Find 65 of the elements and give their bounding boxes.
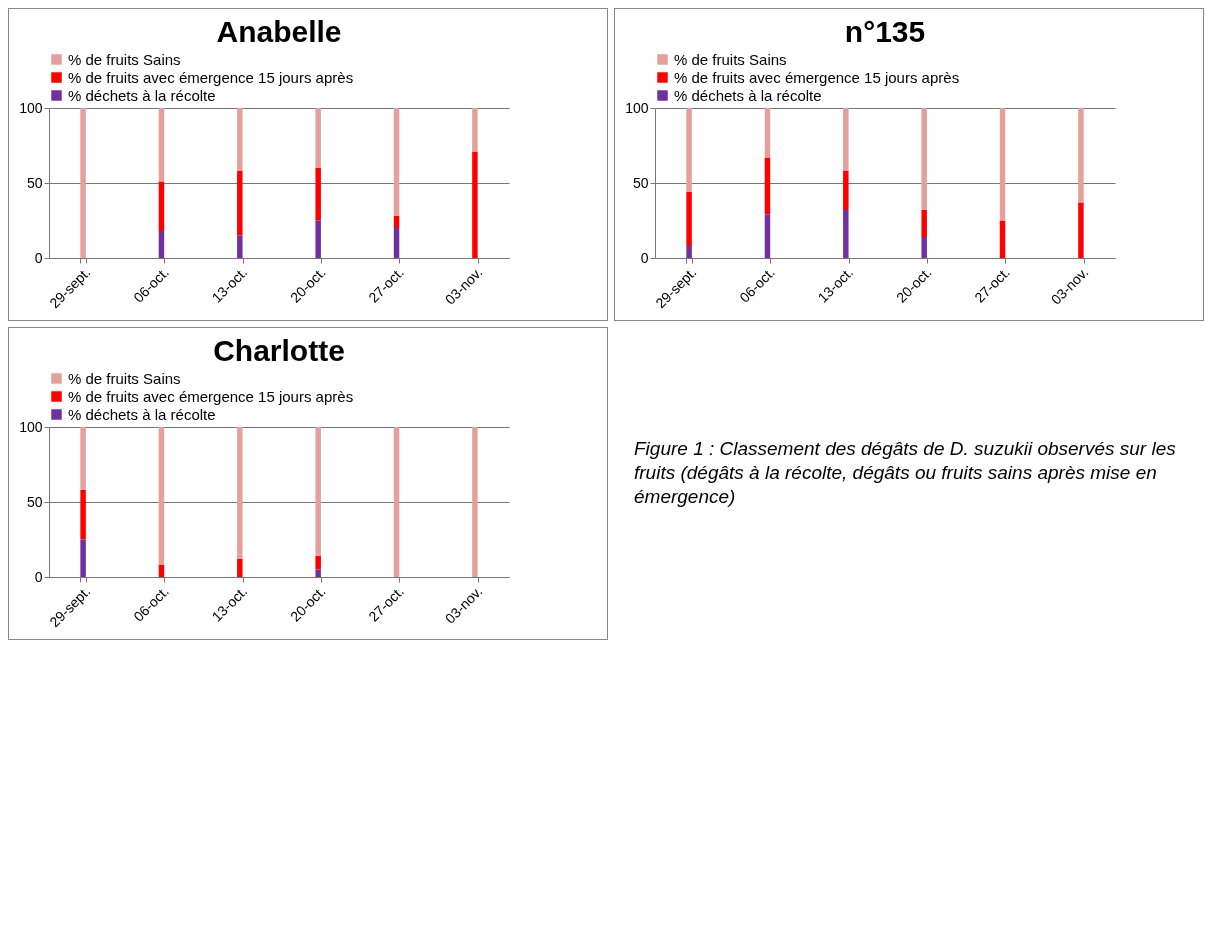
chart-title: Anabelle [216, 15, 342, 48]
chart-title: Charlotte [213, 334, 345, 367]
legend-label: % de fruits avec émergence 15 jours après [68, 387, 354, 405]
bar [158, 427, 165, 565]
bar [315, 168, 321, 221]
bar [921, 108, 927, 210]
y-tick-label: 100 [625, 99, 649, 116]
caption: Figure 1 : Classement des dégâts de D. suzukii observés sur les fruits (dégâts à la récolte, dégâts ou fruits sains après mise en émergence) [634, 437, 1177, 509]
bar [158, 108, 165, 182]
bar [80, 490, 86, 540]
legend-label: % déchets à la récolte [68, 86, 216, 104]
y-tick-label: 100 [19, 418, 43, 435]
bar [80, 108, 86, 258]
bar [237, 171, 243, 236]
bar [158, 565, 165, 577]
bar [921, 237, 927, 258]
chart-title: n°135 [844, 15, 926, 48]
legend-label: % déchets à la récolte [674, 86, 822, 104]
bar [80, 427, 86, 490]
legend-label: % de fruits Sains [68, 369, 181, 387]
y-tick-label: 0 [34, 568, 43, 585]
bar [315, 556, 321, 570]
bar [843, 171, 849, 210]
legend-label: % de fruits avec émergence 15 jours après [68, 68, 354, 86]
legend-label: % déchets à la récolte [68, 405, 216, 423]
bar [237, 108, 243, 171]
bar [237, 559, 243, 577]
bar [315, 427, 321, 556]
bar [1078, 202, 1084, 258]
bar [237, 427, 243, 559]
bar [393, 216, 400, 228]
bar [764, 157, 771, 215]
y-tick-label: 0 [34, 249, 43, 266]
bar [686, 246, 692, 258]
bar [315, 108, 321, 168]
bar [764, 108, 771, 158]
bar [999, 108, 1006, 221]
legend-label: % de fruits Sains [68, 50, 181, 68]
bar [921, 210, 927, 237]
bar [843, 210, 849, 258]
bar [237, 235, 243, 258]
legend-label: % de fruits avec émergence 15 jours après [674, 68, 960, 86]
bar [315, 569, 321, 577]
bar [472, 108, 478, 152]
y-tick-label: 0 [640, 249, 649, 266]
bar [158, 181, 165, 231]
bar [80, 539, 86, 577]
bar [999, 220, 1006, 258]
y-tick-label: 50 [26, 493, 43, 510]
y-tick-label: 100 [19, 99, 43, 116]
bar [393, 427, 400, 577]
bar [472, 427, 478, 577]
bar [686, 192, 692, 246]
y-tick-label: 50 [26, 174, 43, 191]
y-tick-label: 50 [632, 174, 649, 191]
legend-label: % de fruits Sains [674, 50, 787, 68]
bar [764, 214, 771, 258]
bar [843, 108, 849, 171]
bar [158, 231, 165, 258]
bar [315, 220, 321, 258]
bar [686, 108, 692, 192]
bar [393, 228, 400, 258]
bar [472, 151, 478, 258]
bar [393, 108, 400, 216]
bar [1078, 108, 1084, 203]
